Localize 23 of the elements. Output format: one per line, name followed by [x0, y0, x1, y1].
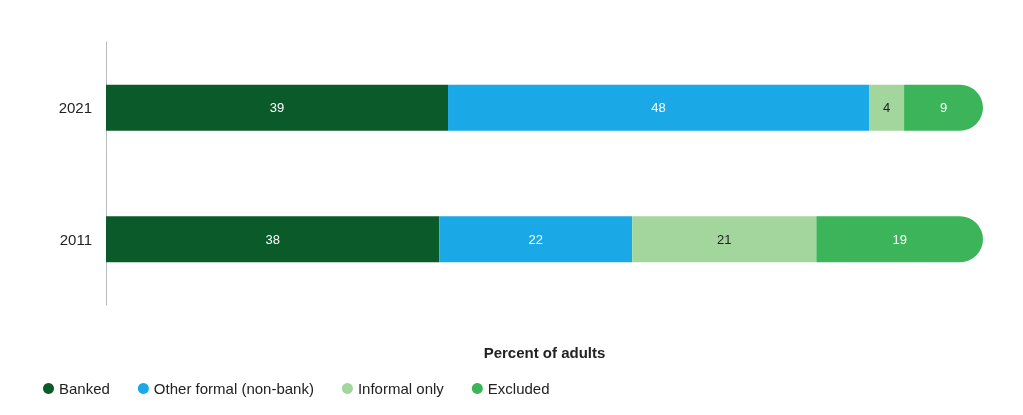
bar: [448, 84, 869, 131]
data-label: 21: [717, 231, 732, 247]
bar: [439, 216, 633, 263]
bar: [106, 216, 440, 263]
data-label: 22: [528, 231, 543, 247]
legend-label: Other formal (non-bank): [153, 380, 314, 397]
bar: [904, 84, 983, 131]
y-tick-label: 2011: [59, 230, 92, 248]
bar: [632, 216, 817, 263]
data-label: 9: [939, 100, 948, 116]
legend-label: Banked: [59, 380, 110, 397]
x-axis-title: Percent of adults: [483, 344, 606, 361]
bar: [868, 84, 905, 131]
bar: [816, 216, 983, 263]
data-label: 38: [265, 231, 280, 247]
data-label: 4: [882, 100, 891, 116]
data-label: 19: [892, 231, 907, 247]
legend-label: Informal only: [357, 380, 445, 397]
y-tick-label: 2021: [58, 99, 92, 117]
bar: [106, 84, 449, 131]
legend-label: Excluded: [487, 380, 550, 397]
data-label: 48: [651, 100, 666, 116]
data-label: 39: [269, 100, 285, 116]
